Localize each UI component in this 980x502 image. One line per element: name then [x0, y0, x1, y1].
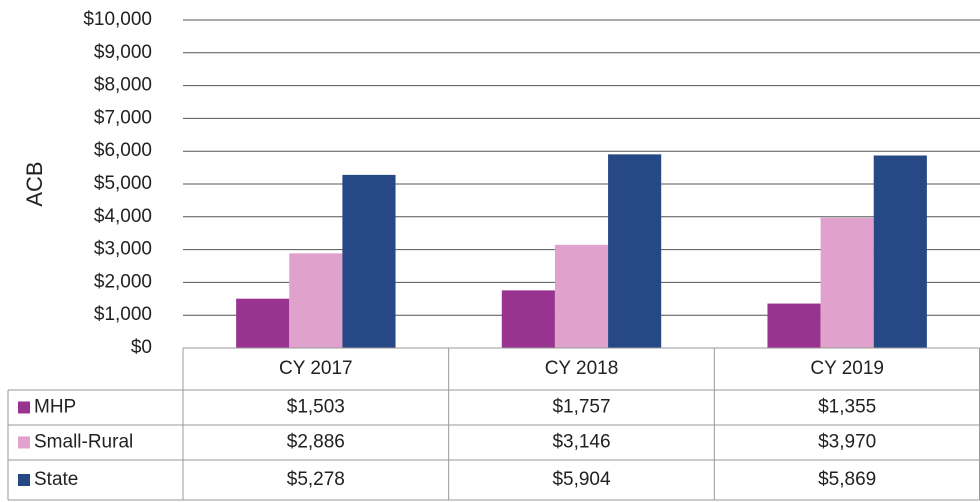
legend-label: State: [34, 469, 78, 490]
table-value: $1,757: [552, 397, 610, 418]
bar: [873, 155, 927, 348]
y-tick-label: $6,000: [94, 140, 152, 161]
table-value: $1,355: [818, 397, 876, 418]
table-value: $1,503: [287, 397, 345, 418]
table-value: $5,869: [818, 469, 876, 490]
legend-swatch: [18, 436, 30, 449]
x-tick-label: CY 2017: [279, 358, 353, 379]
y-tick-label: $9,000: [94, 42, 152, 63]
y-axis-label: ACB: [22, 161, 47, 206]
table-value: $5,278: [287, 469, 345, 490]
y-tick-label: $4,000: [94, 206, 152, 227]
y-tick-label: $8,000: [94, 75, 152, 96]
table-value: $2,886: [287, 432, 345, 453]
x-tick-label: CY 2019: [810, 358, 884, 379]
bar: [342, 174, 396, 348]
y-tick-label: $0: [131, 337, 152, 358]
bar: [820, 217, 874, 348]
table-value: $3,970: [818, 432, 876, 453]
bar: [608, 154, 662, 348]
y-tick-label: $7,000: [94, 107, 152, 128]
legend-label: Small-Rural: [34, 432, 133, 453]
bar: [767, 303, 821, 348]
x-tick-label: CY 2018: [545, 358, 619, 379]
y-tick-label: $10,000: [83, 9, 152, 30]
y-tick-label: $5,000: [94, 173, 152, 194]
legend-label: MHP: [34, 397, 76, 418]
bar: [554, 244, 609, 348]
bar: [289, 253, 343, 348]
legend-swatch: [18, 401, 30, 414]
legend-swatch: [18, 474, 30, 486]
bar: [236, 298, 290, 348]
y-tick-label: $1,000: [94, 304, 152, 325]
y-tick-label: $2,000: [94, 271, 152, 292]
table-value: $3,146: [552, 432, 610, 453]
table-value: $5,904: [552, 469, 611, 490]
bar: [501, 290, 555, 348]
y-tick-label: $3,000: [94, 239, 152, 260]
